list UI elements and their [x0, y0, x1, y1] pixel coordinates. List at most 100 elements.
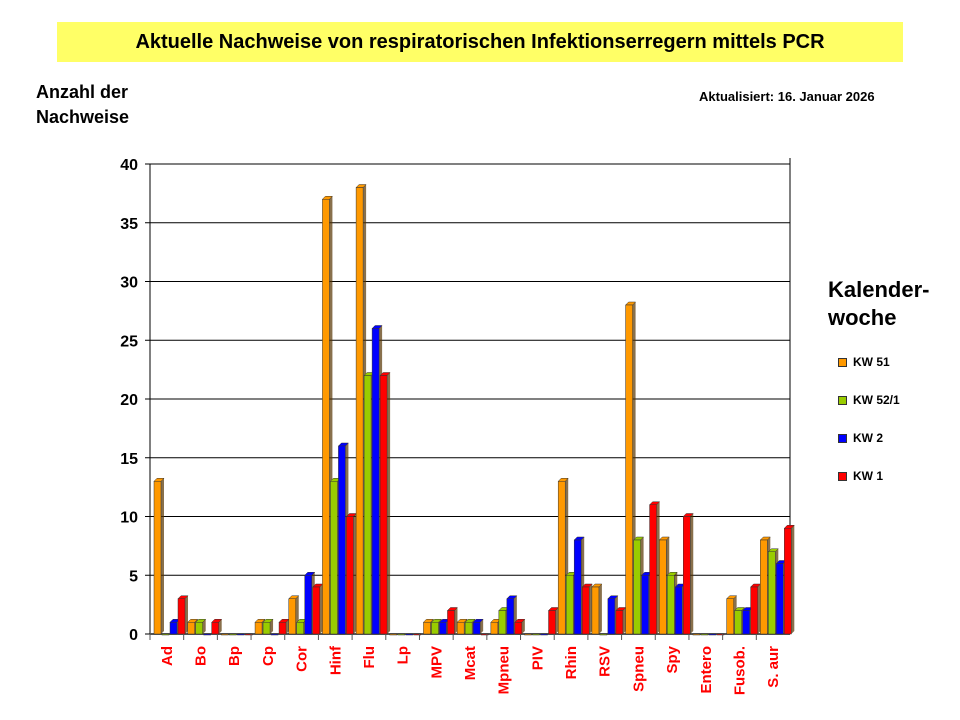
bar-kw-2: [742, 610, 750, 635]
bar-kw-1: [784, 528, 792, 635]
bar-kw-51: [153, 481, 162, 635]
bar-kw-52-1: [599, 633, 608, 636]
x-tick-label: Fusob.: [731, 646, 748, 695]
bar-kw-51: [726, 598, 734, 635]
bar-side: [387, 372, 391, 634]
bar-kw-51: [760, 539, 768, 635]
bar-kw-51: [355, 187, 364, 635]
bar-kw-52-1: [768, 551, 776, 635]
legend-swatch: [838, 433, 847, 443]
x-tick-label: Spy: [664, 645, 681, 673]
bar-side: [589, 584, 593, 634]
legend-swatch: [838, 471, 847, 481]
bar-kw-52-1: [464, 622, 473, 635]
bar-kw-51: [221, 633, 229, 636]
bar-kw-51: [187, 622, 195, 635]
legend-swatch: [838, 395, 847, 405]
y-tick-label: 0: [129, 627, 138, 644]
bar-kw-52-1: [363, 375, 372, 635]
y-axis-label-line: Anzahl der: [36, 82, 129, 102]
bar-kw-51: [591, 586, 600, 635]
bar-side: [454, 607, 458, 634]
bar-kw-52-1: [229, 633, 237, 636]
bar-kw-52-1: [498, 610, 507, 635]
y-tick-label: 35: [120, 216, 138, 233]
x-tick-label: Ad: [159, 646, 176, 666]
x-tick-label: Bp: [226, 646, 243, 666]
legend-label: KW 1: [853, 469, 883, 483]
x-tick-label: Mpneu: [496, 646, 513, 694]
y-tick-label: 25: [120, 333, 138, 350]
bar-kw-2: [237, 633, 245, 636]
bar-kw-2: [540, 633, 548, 636]
bar-kw-2: [708, 633, 717, 636]
x-tick-label: Spneu: [630, 646, 647, 692]
bar-kw-51: [692, 633, 701, 636]
x-tick-label: Bo: [193, 646, 210, 666]
bar-kw-1: [649, 504, 657, 635]
bar-kw-2: [776, 563, 784, 635]
y-tick-label: 40: [120, 157, 138, 174]
x-tick-label: RSV: [597, 646, 614, 677]
bar-side: [656, 501, 660, 634]
bar-kw-1: [447, 610, 455, 635]
bar-kw-1: [750, 586, 758, 635]
bar-kw-2: [270, 633, 279, 636]
y-tick-label: 10: [120, 510, 138, 527]
bar-kw-52-1: [262, 622, 271, 635]
y-axis-label-line: Nachweise: [36, 107, 130, 127]
bar-side: [353, 513, 357, 634]
y-axis-label: Anzahl der Nachweise: [36, 80, 129, 130]
bar-kw-52-1: [330, 481, 338, 635]
legend-item: KW 51: [838, 355, 890, 369]
bar-side: [690, 513, 694, 634]
bar-kw-2: [573, 539, 582, 635]
bar-kw-1: [413, 633, 422, 636]
x-tick-label: S. aur: [765, 646, 782, 688]
bar-kw-51: [322, 199, 330, 635]
bar-side: [286, 619, 290, 634]
x-tick-label: PIV: [529, 646, 546, 670]
bar-kw-1: [312, 586, 320, 635]
bar-kw-1: [480, 633, 489, 636]
bar-kw-51: [490, 622, 499, 635]
bar-kw-1: [379, 375, 388, 635]
bar-kw-2: [371, 328, 380, 635]
bar-kw-52-1: [700, 633, 709, 636]
bar-kw-2: [405, 633, 414, 636]
x-tick-label: Mcat: [462, 646, 479, 680]
bar-kw-51: [254, 622, 263, 635]
bar-kw-52-1: [734, 610, 742, 635]
bar-side: [598, 584, 602, 634]
bar-kw-52-1: [633, 539, 641, 635]
bar-kw-2: [675, 586, 683, 635]
bar-kw-52-1: [296, 622, 304, 635]
bar-kw-2: [472, 622, 481, 635]
bar-side: [270, 619, 274, 634]
bar-kw-2: [169, 622, 178, 635]
bar-kw-1: [245, 633, 253, 636]
x-tick-label: Flu: [361, 646, 378, 669]
bar-side: [319, 584, 323, 634]
legend-title-line: woche: [828, 305, 897, 330]
x-tick-label: Cp: [260, 646, 277, 666]
bar-kw-51: [659, 539, 667, 635]
bar-kw-52-1: [397, 633, 406, 636]
bar-side: [757, 584, 761, 634]
bar-side: [202, 619, 206, 634]
y-tick-label: 30: [120, 275, 138, 292]
bar-kw-51: [456, 622, 465, 635]
bar-kw-51: [423, 622, 431, 635]
bar-kw-52-1: [532, 633, 540, 636]
bar-kw-1: [346, 516, 354, 635]
y-tick-label: 5: [129, 568, 138, 585]
x-tick-label: Entero: [698, 646, 715, 694]
bar-side: [791, 525, 795, 634]
bar-kw-52-1: [431, 622, 439, 635]
bar-kw-52-1: [667, 575, 675, 635]
bar-kw-2: [304, 575, 312, 635]
bar-side: [218, 619, 222, 634]
bar-kw-2: [439, 622, 447, 635]
bar-kw-1: [716, 633, 725, 636]
bar-kw-1: [615, 610, 624, 635]
